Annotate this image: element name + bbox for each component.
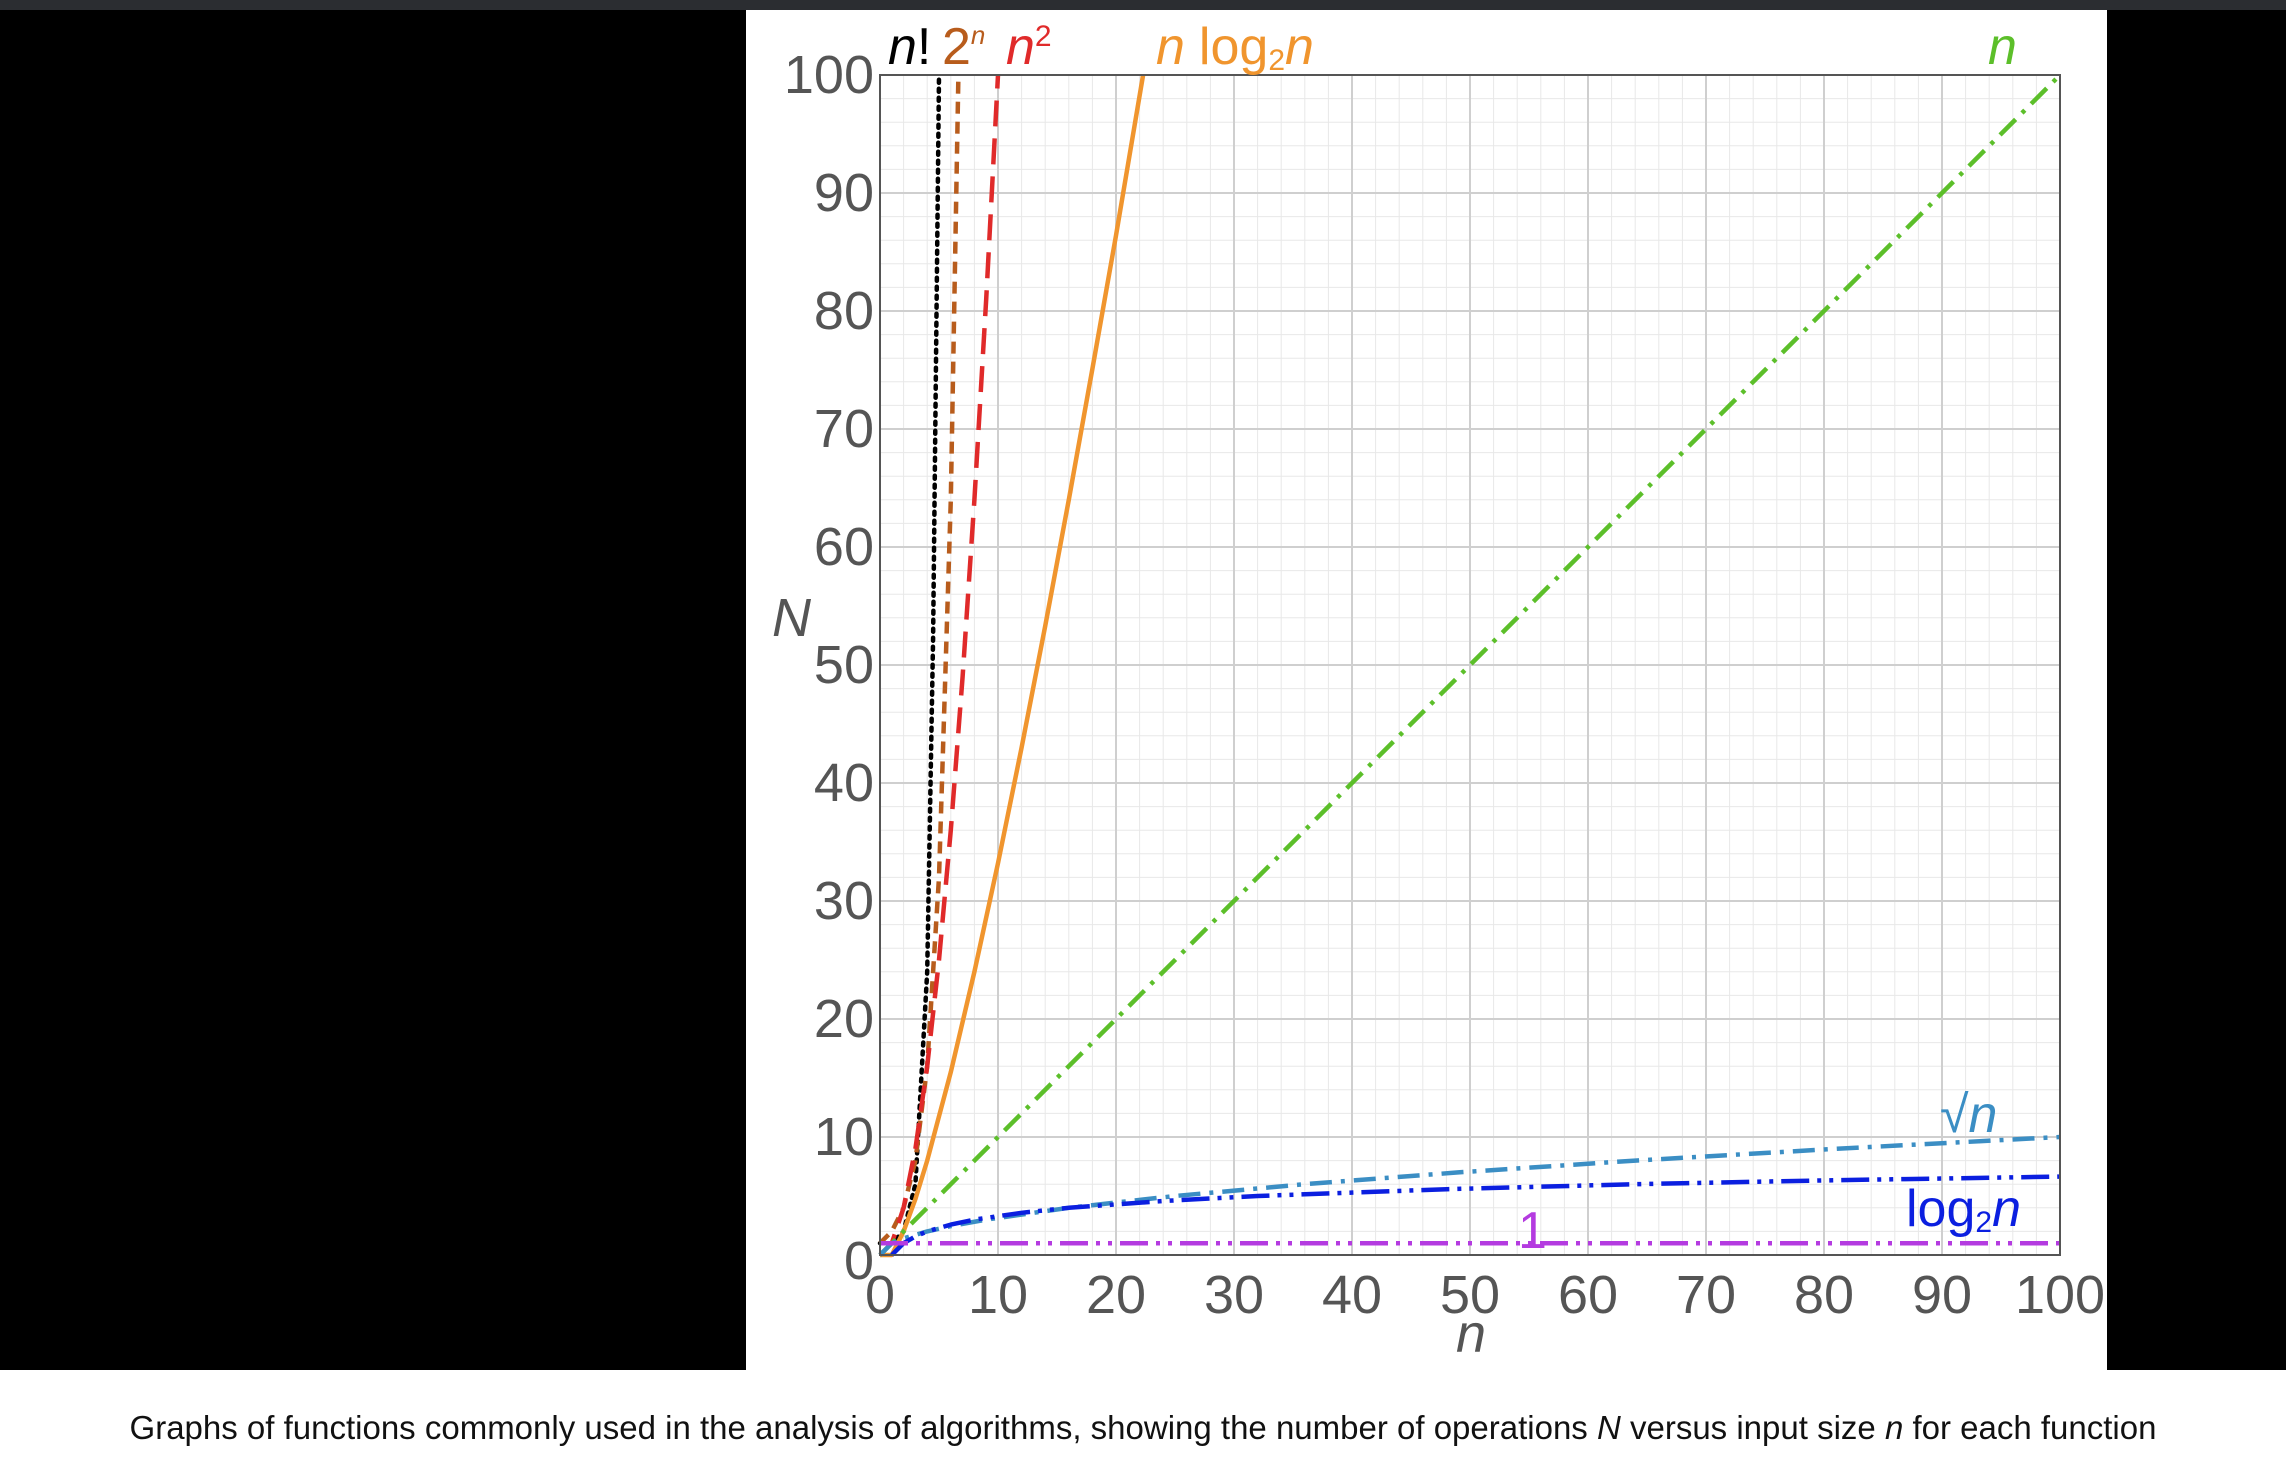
series-line-6	[890, 1174, 2061, 1257]
caption-text-2: versus input size	[1620, 1409, 1885, 1446]
y-tick-label: 40	[814, 753, 874, 813]
growth-chart: 0 10 20 30 40 50 60 70 80 90 100 0 10 20 30 40 50 60 70 80 9…	[746, 10, 2107, 1370]
y-axis-label: N	[772, 588, 812, 648]
y-tick-label: 100	[784, 45, 874, 105]
series-label-sqrt: √n	[1940, 1086, 1997, 1144]
caption-var-n: n	[1884, 1409, 1904, 1446]
x-tick-label: 60	[1558, 1265, 1618, 1325]
chart-figure: 0 10 20 30 40 50 60 70 80 90 100 0 10 20 30 40 50 60 70 80 9…	[746, 10, 2107, 1370]
y-tick-label: 20	[814, 989, 874, 1049]
caption-var-N: N	[1596, 1409, 1621, 1446]
y-tick-label: 70	[814, 399, 874, 459]
series-line-1	[878, 75, 961, 1245]
chart-background	[746, 10, 2107, 1370]
y-tick-label: 90	[814, 163, 874, 223]
series-label-linear: n	[1988, 18, 2017, 76]
series-label-exponential: 2n	[942, 18, 985, 76]
x-tick-label: 20	[1086, 1265, 1146, 1325]
x-tick-label: 50	[1440, 1265, 1500, 1325]
x-tick-label: 80	[1794, 1265, 1854, 1325]
plot-frame	[879, 74, 2061, 1256]
y-tick-label: 50	[814, 635, 874, 695]
series-label-quadratic: n2	[1006, 18, 1052, 76]
top-bar	[0, 0, 2286, 10]
series-label-nlogn: n log2n	[1156, 18, 1314, 77]
y-tick-label: 60	[814, 517, 874, 577]
series-label-factorial: n!	[888, 18, 931, 76]
figure-caption: Graphs of functions commonly used in the…	[0, 1382, 2286, 1474]
x-tick-label: 10	[968, 1265, 1028, 1325]
x-tick-label: 70	[1676, 1265, 1736, 1325]
x-tick-label: 100	[2015, 1265, 2105, 1325]
series-line-3	[880, 75, 1146, 1258]
x-tick-label: 40	[1322, 1265, 1382, 1325]
y-tick-label: 80	[814, 281, 874, 341]
x-tick-label: 0	[865, 1265, 895, 1325]
y-tick-label: 0	[844, 1231, 874, 1291]
series-label-log: log2n	[1906, 1180, 2021, 1239]
series-label-constant: 1	[1518, 1202, 1547, 1260]
series-line-4	[878, 75, 2062, 1257]
y-tick-label: 10	[814, 1107, 874, 1167]
x-tick-label: 90	[1912, 1265, 1972, 1325]
caption-text-3: for each function	[1903, 1409, 2157, 1446]
x-axis-label: n	[1456, 1304, 1486, 1364]
y-tick-label: 30	[814, 871, 874, 931]
series-line-2	[878, 75, 1001, 1257]
x-tick-label: 30	[1204, 1265, 1264, 1325]
caption-text-1: Graphs of functions commonly used in the…	[129, 1409, 1597, 1446]
